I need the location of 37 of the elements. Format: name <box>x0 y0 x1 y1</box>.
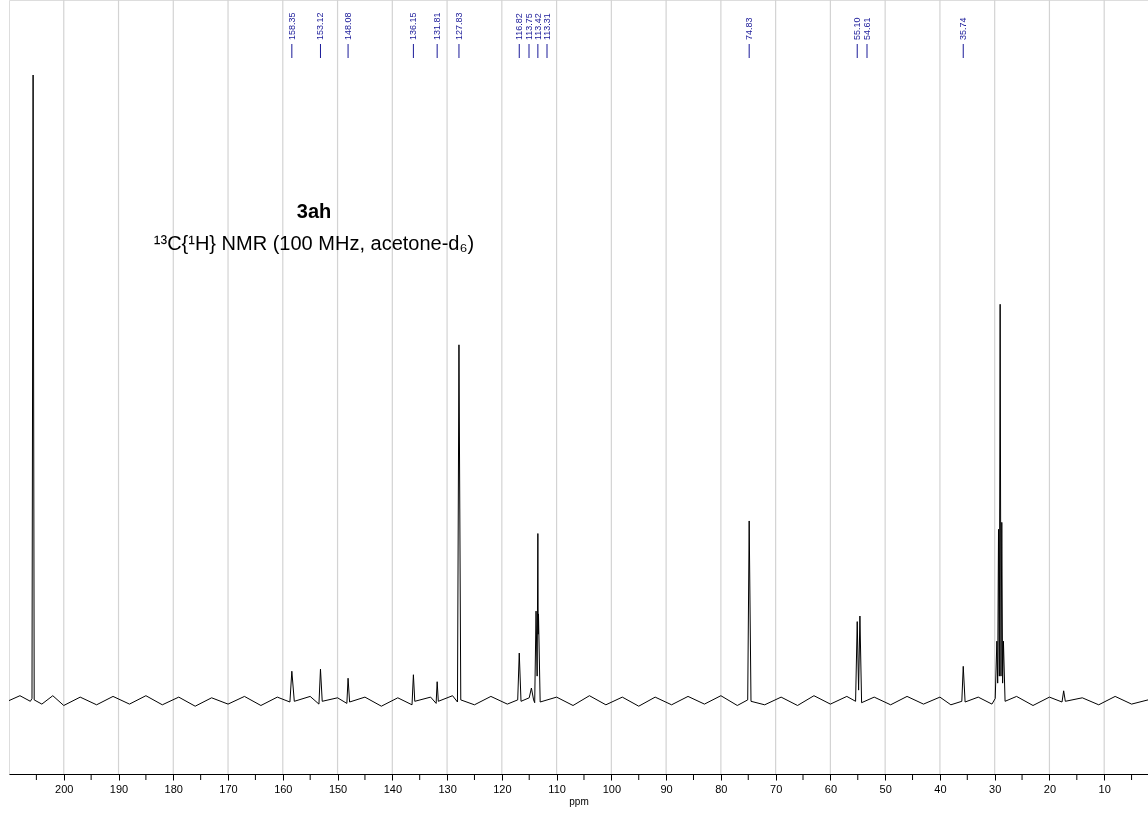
x-tick-label: 200 <box>55 782 74 795</box>
text: 113.31 <box>542 13 552 40</box>
x-tick-label: 130 <box>438 782 457 795</box>
annotation: 158.35 <box>286 12 297 40</box>
annotation: 3ah <box>296 200 332 222</box>
x-tick-label: 170 <box>219 782 238 795</box>
x-tick-label: 50 <box>879 782 892 795</box>
x-tick-label: 110 <box>548 782 566 795</box>
x-tick-label: 100 <box>602 782 622 795</box>
annotation: 113.42 <box>532 13 543 40</box>
x-tick-label: 180 <box>164 782 183 795</box>
x-tick-label: 150 <box>328 782 348 795</box>
x-tick-label: 160 <box>274 782 293 795</box>
annotation: 74.83 <box>744 17 755 40</box>
x-tick-label: 120 <box>493 782 512 795</box>
x-tick-label: 60 <box>824 782 838 795</box>
annotation: 116.82 <box>514 13 525 40</box>
text: 54.61 <box>862 17 872 40</box>
annotation: 35.74 <box>958 17 969 40</box>
x-tick-label: 140 <box>383 782 402 795</box>
annotation: 131.81 <box>432 12 443 40</box>
annotation: 153.12 <box>315 12 326 40</box>
x-axis-title: ppm <box>569 795 589 807</box>
x-tick-label: 70 <box>770 782 783 795</box>
annotation: 55.10 <box>852 17 863 40</box>
annotation: 127.83 <box>453 12 464 40</box>
x-tick-label: 40 <box>934 782 947 795</box>
annotation: 136.15 <box>408 12 419 40</box>
annotation: ¹³C{¹H} NMR (100 MHz, acetone-d₆) <box>153 232 475 254</box>
x-tick-label: 90 <box>660 782 673 795</box>
x-tick-label: 20 <box>1043 782 1057 795</box>
x-tick-label: 190 <box>109 782 129 795</box>
annotation: 148.08 <box>343 12 354 40</box>
text: 113.75 <box>524 13 534 40</box>
x-tick-label: 80 <box>715 782 728 795</box>
x-tick-label: 30 <box>989 782 1002 795</box>
x-tick-label: 10 <box>1098 782 1111 795</box>
